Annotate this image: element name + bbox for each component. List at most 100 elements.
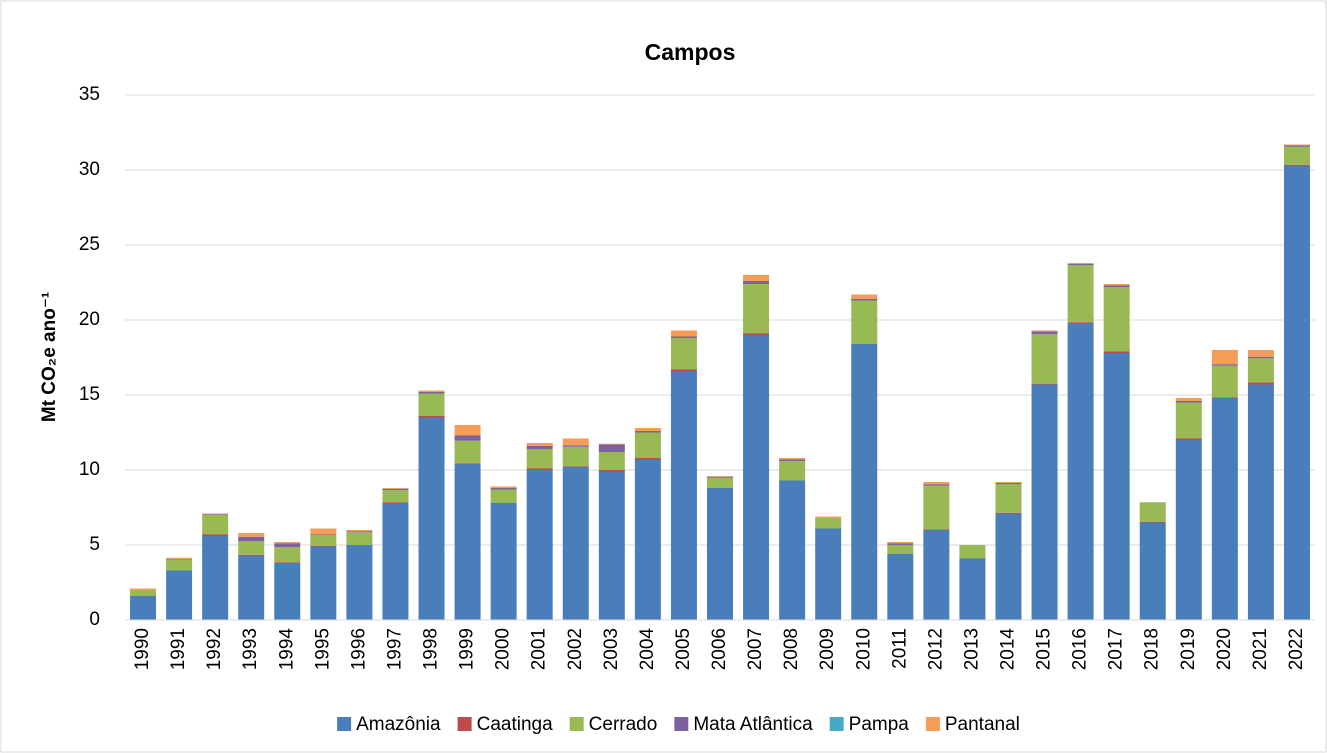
legend-swatch <box>337 717 352 731</box>
bar-segment <box>995 482 1022 485</box>
bar-segment <box>346 530 373 532</box>
bar-segment <box>1103 353 1130 620</box>
bar-segment <box>526 443 553 446</box>
bar-segment <box>598 452 625 470</box>
bar-segment <box>454 463 481 464</box>
bar-segment <box>1067 263 1094 266</box>
bar-segment <box>562 438 589 446</box>
x-tick-label: 1994 <box>276 628 297 671</box>
bar-segment <box>1139 522 1166 620</box>
bar-segment <box>382 488 409 491</box>
bar-segment <box>418 390 445 392</box>
bar-segment <box>743 335 770 620</box>
bar-segment <box>923 529 950 530</box>
bar-segment <box>310 546 337 620</box>
bar-segment <box>418 416 445 418</box>
x-tick-label: 2004 <box>637 628 658 671</box>
bar-segment <box>1175 402 1202 439</box>
x-tick-label: 2021 <box>1250 628 1271 670</box>
bar-segment <box>1103 287 1130 352</box>
bar-segment <box>238 555 265 620</box>
bar-segment <box>1247 382 1274 385</box>
bar-segment <box>743 281 770 284</box>
bar-segment <box>526 446 553 449</box>
bar-segment <box>382 502 409 503</box>
bar-segment <box>707 488 733 620</box>
bar-segment <box>995 513 1022 620</box>
bar-segment <box>382 488 409 489</box>
bar-segment <box>1031 330 1058 332</box>
bar-segment <box>310 528 337 535</box>
bar-segment <box>779 480 806 620</box>
bar-segment <box>490 486 517 488</box>
bar-segment <box>887 545 914 554</box>
bar-segment <box>1067 322 1094 323</box>
bar-segment <box>779 458 806 460</box>
bar-segment <box>743 275 770 281</box>
bar-segment <box>743 333 770 335</box>
bar-segment <box>851 299 878 301</box>
y-tick-label: 15 <box>79 384 100 405</box>
bar-segment <box>779 461 806 481</box>
bar-segment <box>887 554 914 620</box>
bar-segment <box>202 534 229 536</box>
bar-segment <box>130 590 157 596</box>
legend-label: Mata Atlântica <box>693 714 813 735</box>
y-tick-label: 10 <box>79 459 100 480</box>
legend-swatch <box>829 717 844 731</box>
bar-segment <box>130 596 157 620</box>
x-tick-label: 2017 <box>1106 628 1127 670</box>
bar-segment <box>887 542 914 544</box>
bar-segment <box>670 369 697 371</box>
bar-segment <box>670 371 697 620</box>
bar-segment <box>1283 165 1310 620</box>
bar-segment <box>670 336 697 338</box>
x-tick-label: 2000 <box>493 628 514 670</box>
bar-segment <box>634 459 661 620</box>
x-tick-label: 1996 <box>348 628 369 670</box>
bar-segment <box>310 535 337 546</box>
bar-segment <box>743 284 770 334</box>
bar-segment <box>202 513 229 515</box>
x-tick-label: 1993 <box>240 628 261 670</box>
bar-segment <box>1103 284 1130 286</box>
bar-segment <box>1211 398 1238 620</box>
bar-segment <box>1031 331 1058 335</box>
bar-segment <box>923 484 950 486</box>
bar-segment <box>1247 356 1274 359</box>
x-tick-label: 2010 <box>853 628 874 670</box>
bar-segment <box>1103 351 1130 353</box>
bar-segment <box>598 470 625 472</box>
bar-segment <box>995 482 1022 483</box>
bar-segment <box>634 458 661 460</box>
bar-segment <box>166 570 193 620</box>
x-tick-label: 2018 <box>1142 628 1163 670</box>
bar-segment <box>1139 502 1166 522</box>
bar-segment <box>562 446 589 467</box>
bar-segment <box>670 338 697 370</box>
x-tick-label: 2009 <box>817 628 838 670</box>
bar-segment <box>851 294 878 299</box>
bar-segment <box>274 563 301 620</box>
x-tick-label: 1998 <box>421 628 442 670</box>
bar-segment <box>562 466 589 467</box>
x-tick-label: 2022 <box>1286 628 1307 670</box>
bar-segment <box>779 459 806 461</box>
bar-segment <box>1175 401 1202 403</box>
x-tick-label: 2019 <box>1178 628 1199 670</box>
bar-segment <box>1139 521 1166 523</box>
legend-label: Pantanal <box>945 714 1020 735</box>
x-tick-label: 2015 <box>1034 628 1055 670</box>
bar-segment <box>1247 350 1274 357</box>
bar-segment <box>815 528 842 620</box>
bar-segment <box>815 516 842 518</box>
x-tick-label: 2005 <box>673 628 694 670</box>
bar-segment <box>707 476 733 477</box>
bar-segment <box>634 431 661 433</box>
legend-label: Amazônia <box>356 714 441 735</box>
bar-segment <box>1175 438 1202 440</box>
bar-segment <box>1067 263 1094 264</box>
bar-segment <box>166 557 193 560</box>
bar-segment <box>1211 397 1238 398</box>
